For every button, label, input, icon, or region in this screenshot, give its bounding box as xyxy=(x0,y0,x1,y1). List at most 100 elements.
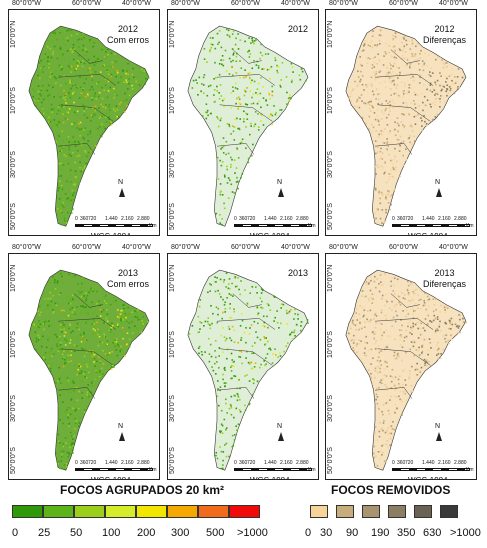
map-panel: 10°0'0"N 10°0'0"S 30°0'0"S 50°0'0"S 2012 N 0 36… xyxy=(167,9,319,236)
legend-swatch xyxy=(167,505,198,518)
longitude-label: 60°0'0"W xyxy=(72,244,101,251)
legend-swatch xyxy=(440,505,458,518)
longitude-label: 80°0'0"W xyxy=(12,244,41,251)
longitude-label: 40°0'0"W xyxy=(281,0,310,7)
latitude-label: 50°0'0"S xyxy=(169,447,176,474)
legend-swatch xyxy=(362,505,380,518)
latitude-label: 10°0'0"S xyxy=(169,331,176,358)
legend-label: >1000 xyxy=(450,527,481,539)
panel-subtitle: Diferenças xyxy=(422,279,466,289)
country-border xyxy=(57,143,96,155)
north-arrow-icon: N xyxy=(276,423,286,442)
north-arrow-icon: N xyxy=(276,179,286,198)
legend-label: >1000 xyxy=(237,527,268,539)
scale-bar: 0 360 720 1.440 2.160 2.880 Km xyxy=(392,460,474,473)
legend-label: 30 xyxy=(320,527,333,539)
panel-title: 2013 xyxy=(288,268,308,279)
panel-year: 2013 xyxy=(117,268,138,278)
crs-label: WGS-1984 xyxy=(91,476,131,479)
continent-outline xyxy=(345,25,467,227)
continent-outline xyxy=(28,269,150,471)
longitude-label: 40°0'0"W xyxy=(122,0,151,7)
continent-outline xyxy=(187,269,309,471)
continent-outline xyxy=(345,269,467,471)
latitude-label: 30°0'0"S xyxy=(327,151,334,178)
panel-year: 2012 xyxy=(434,24,455,34)
latitude-label: 30°0'0"S xyxy=(10,151,17,178)
legend-swatch xyxy=(74,505,105,518)
legend-swatch xyxy=(229,505,260,518)
country-border xyxy=(216,318,276,330)
country-border xyxy=(232,293,262,308)
scale-bar: 0 360 720 1.440 2.160 2.880 Km xyxy=(75,460,157,473)
latitude-label: 10°0'0"N xyxy=(10,264,17,292)
panel-year: 2013 xyxy=(434,268,455,278)
south-america-map xyxy=(28,25,150,227)
latitude-label: 10°0'0"N xyxy=(10,20,17,48)
country-border xyxy=(377,348,431,366)
legend-label: 300 xyxy=(171,527,190,539)
longitude-label: 60°0'0"W xyxy=(389,244,418,251)
latitude-label: 10°0'0"N xyxy=(169,264,176,292)
panel-subtitle: Com erros xyxy=(106,35,149,45)
legend-swatch xyxy=(310,505,328,518)
country-border xyxy=(377,104,431,122)
longitude-label: 40°0'0"W xyxy=(122,244,151,251)
legend-label: 0 xyxy=(12,527,19,539)
latitude-label: 50°0'0"S xyxy=(169,203,176,230)
legend-label: 100 xyxy=(102,527,121,539)
legend-swatch xyxy=(136,505,167,518)
legend-label: 350 xyxy=(397,527,416,539)
scale-bar: 0 360 720 1.440 2.160 2.880 Km xyxy=(392,216,474,229)
legend-label: 500 xyxy=(206,527,225,539)
country-border xyxy=(57,318,117,330)
country-border xyxy=(374,318,434,330)
latitude-label: 50°0'0"S xyxy=(327,447,334,474)
north-arrow-icon: N xyxy=(117,179,127,198)
longitude-label: 60°0'0"W xyxy=(231,0,260,7)
scale-bar: 0 360 720 1.440 2.160 2.880 Km xyxy=(234,460,316,473)
country-border xyxy=(73,49,103,64)
crs-label: WGS-1984 xyxy=(91,232,131,235)
country-border xyxy=(60,104,114,122)
panel-title: 2013 Diferenças xyxy=(423,268,466,290)
longitude-label: 40°0'0"W xyxy=(439,244,468,251)
longitude-label: 60°0'0"W xyxy=(231,244,260,251)
scale-bar: 0 360 720 1.440 2.160 2.880 Km xyxy=(234,216,316,229)
map-panel: 10°0'0"N 10°0'0"S 30°0'0"S 50°0'0"S 2013 Com … xyxy=(8,253,160,480)
south-america-map xyxy=(345,25,467,227)
north-arrow-icon: N xyxy=(434,179,444,198)
legend-swatch xyxy=(105,505,136,518)
map-panel: 10°0'0"N 10°0'0"S 30°0'0"S 50°0'0"S 2013 N 0 36… xyxy=(167,253,319,480)
latitude-label: 10°0'0"N xyxy=(327,264,334,292)
longitude-label: 40°0'0"W xyxy=(281,244,310,251)
country-border xyxy=(73,293,103,308)
panel-year: 2013 xyxy=(287,268,308,278)
longitude-label: 80°0'0"W xyxy=(12,0,41,7)
map-panel: 10°0'0"N 10°0'0"S 30°0'0"S 50°0'0"S 2012 Dife… xyxy=(325,9,477,236)
panel-subtitle: Com erros xyxy=(106,279,149,289)
country-border xyxy=(374,74,434,86)
latitude-label: 30°0'0"S xyxy=(169,151,176,178)
legend-swatch xyxy=(12,505,43,518)
latitude-label: 10°0'0"S xyxy=(169,87,176,114)
legend-right-title: FOCOS REMOVIDOS xyxy=(331,483,451,497)
longitude-label: 80°0'0"W xyxy=(171,244,200,251)
latitude-label: 30°0'0"S xyxy=(169,395,176,422)
panel-year: 2012 xyxy=(117,24,138,34)
continent-outline xyxy=(28,25,150,227)
longitude-label: 40°0'0"W xyxy=(439,0,468,7)
latitude-label: 50°0'0"S xyxy=(10,203,17,230)
country-border xyxy=(390,49,420,64)
legend-left-title: FOCOS AGRUPADOS 20 km² xyxy=(60,483,225,497)
legend-swatch xyxy=(43,505,74,518)
country-border xyxy=(219,348,273,366)
legend-label: 90 xyxy=(346,527,359,539)
latitude-label: 30°0'0"S xyxy=(10,395,17,422)
legend-label: 0 xyxy=(305,527,312,539)
latitude-label: 50°0'0"S xyxy=(327,203,334,230)
latitude-label: 10°0'0"S xyxy=(10,331,17,358)
longitude-label: 60°0'0"W xyxy=(389,0,418,7)
country-border xyxy=(390,293,420,308)
latitude-label: 30°0'0"S xyxy=(327,395,334,422)
